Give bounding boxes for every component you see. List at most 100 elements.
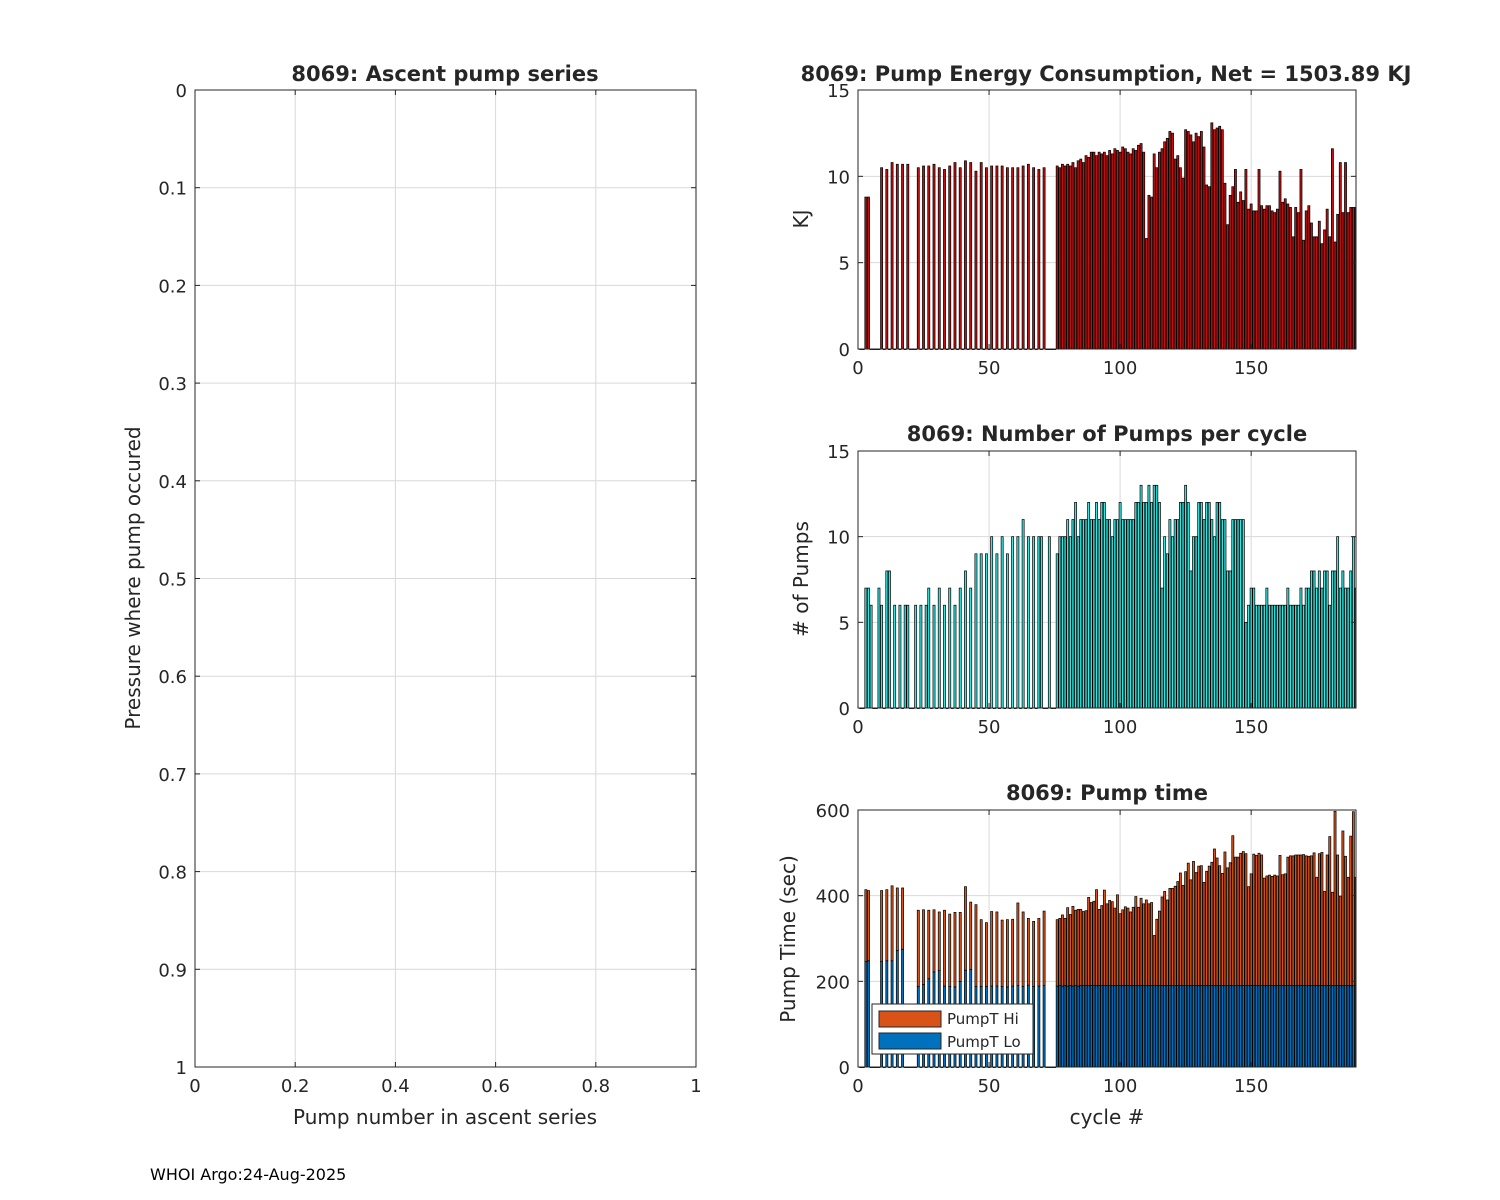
bar (1176, 519, 1180, 709)
bar (888, 570, 891, 709)
bar-pumpt-lo (1126, 985, 1130, 1068)
bar-pumpt-lo (1310, 985, 1313, 1068)
bar (1234, 169, 1237, 350)
bar (1092, 519, 1096, 709)
bar-pumpt-lo (1257, 985, 1261, 1068)
bar (1123, 519, 1127, 709)
y-tick-label: 5 (839, 254, 850, 275)
bar-pumpt-hi (1215, 857, 1219, 986)
bar-pumpt-hi (1249, 873, 1253, 986)
bar-pumpt-hi (1310, 855, 1313, 986)
legend-label-lo: PumpT Lo (947, 1033, 1021, 1051)
bar-pumpt-hi (985, 922, 988, 987)
bar (1291, 236, 1295, 350)
bar (1310, 570, 1313, 709)
bar-pumpt-hi (1349, 835, 1353, 986)
bar (1129, 153, 1132, 350)
bar-pumpt-hi (1344, 855, 1347, 986)
bar-pumpt-hi (1281, 874, 1285, 986)
bar-pumpt-hi (1061, 914, 1064, 987)
bar-pumpt-lo (1346, 985, 1350, 1068)
bar-pumpt-hi (1213, 848, 1216, 986)
legend-swatch-lo (878, 1032, 942, 1050)
y-tick-label: 600 (816, 801, 850, 822)
ascent-chart: 0 0.2 0.4 0.6 0.8 100.10.20.30.40.50.60.70.80… (121, 62, 702, 1129)
bar (1239, 191, 1243, 350)
bar-pumpt-lo (1197, 985, 1201, 1068)
bar-pumpt-hi (1165, 899, 1169, 986)
bar (1131, 148, 1135, 350)
bar-pumpt-lo (1134, 985, 1138, 1068)
bar (1173, 158, 1177, 350)
bar-pumpt-hi (969, 901, 973, 970)
bar-pumpt-hi (1160, 896, 1164, 986)
bar (1228, 194, 1232, 350)
x-tick-label: 1 (690, 1076, 701, 1097)
bar (1165, 553, 1169, 709)
bar-pumpt-lo (1063, 985, 1067, 1068)
bar-pumpt-lo (1100, 985, 1104, 1068)
bar (1163, 141, 1167, 350)
bar (1102, 151, 1106, 350)
bar (1273, 212, 1277, 350)
bar (1194, 536, 1198, 709)
bar-pumpt-lo (1178, 985, 1182, 1068)
bar (1061, 536, 1064, 709)
bar (1294, 604, 1298, 709)
bar (1289, 604, 1292, 709)
bar (1226, 570, 1229, 709)
bar-pumpt-hi (1110, 901, 1114, 986)
energy-axes-box (857, 89, 1357, 350)
bar-pumpt-lo (1302, 985, 1305, 1068)
bar-pumpt-lo (1231, 985, 1235, 1068)
ascent-title: 8069: Ascent pump series (291, 62, 598, 86)
bar-pumpt-lo (1184, 985, 1188, 1068)
bar-pumpt-lo (1173, 985, 1177, 1068)
bar (1220, 129, 1224, 350)
bar-pumpt-lo (1296, 985, 1300, 1068)
bar (1299, 587, 1303, 709)
bar-pumpt-hi (864, 889, 868, 962)
bar-pumpt-hi (1084, 910, 1088, 986)
bar (1255, 210, 1258, 350)
bar (1331, 148, 1334, 350)
bar-pumpt-lo (1116, 985, 1119, 1068)
bar-pumpt-hi (1042, 910, 1046, 986)
bar-pumpt-lo (1165, 985, 1169, 1068)
bar-pumpt-hi (1116, 894, 1119, 986)
bar-pumpt-hi (1163, 891, 1167, 986)
bar-pumpt-lo (1105, 985, 1109, 1068)
bar-pumpt-lo (1076, 985, 1080, 1068)
bar (1213, 129, 1216, 350)
bar-pumpt-hi (1092, 900, 1096, 986)
bar-pumpt-hi (990, 911, 994, 987)
bar (1040, 536, 1043, 709)
bar-pumpt-hi (1184, 871, 1188, 986)
bar-pumpt-hi (1144, 899, 1148, 986)
bar (1189, 134, 1193, 350)
y-tick-label: 1 (176, 1058, 187, 1079)
bar-pumpt-hi (1150, 902, 1153, 986)
bar (958, 587, 962, 709)
bar-pumpt-hi (1289, 855, 1292, 986)
bar-pumpt-lo (1265, 985, 1269, 1068)
pumps-title: 8069: Number of Pumps per cycle (907, 422, 1307, 446)
bar (1325, 570, 1329, 709)
bar (1026, 163, 1030, 350)
bar-pumpt-lo (1066, 985, 1070, 1068)
bar (1142, 151, 1146, 350)
bar (943, 604, 946, 709)
bar (1163, 536, 1167, 709)
pumptime-ticks: 0 50 100 150 0 200 400 600 (816, 801, 1356, 1097)
bar-pumpt-lo (1218, 985, 1222, 1068)
bar (1275, 208, 1279, 350)
bar-pumpt-hi (1102, 889, 1106, 986)
bar-pumpt-hi (1262, 877, 1266, 986)
bar-pumpt-hi (1283, 873, 1287, 986)
bar-pumpt-hi (1016, 902, 1020, 986)
bar (974, 170, 978, 350)
bar (1239, 519, 1243, 709)
bar-pumpt-hi (1317, 853, 1321, 986)
bar-pumpt-lo (1312, 985, 1316, 1068)
